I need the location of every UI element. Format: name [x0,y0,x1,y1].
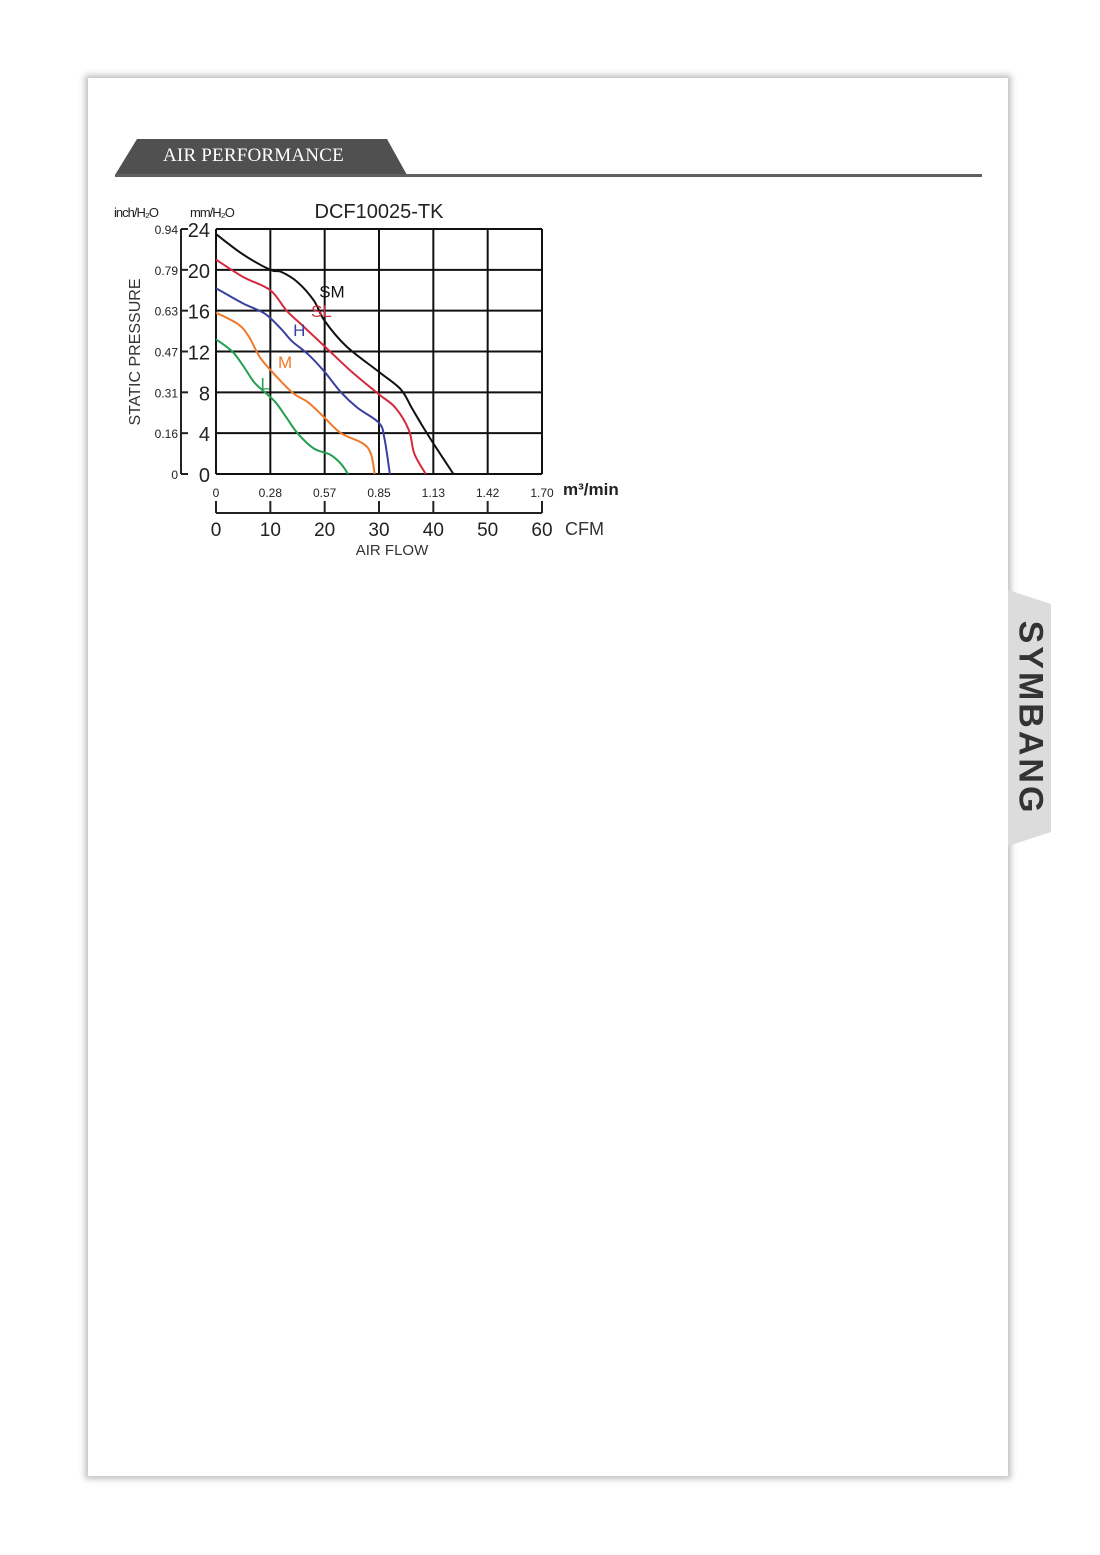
series-line-m [215,311,376,475]
series-label-sl: SL [311,302,332,321]
y-units-inch: inch/H₂O [114,205,159,220]
x-tick-label-cfm: 0 [211,520,222,541]
x-tick-label-cfm: 40 [423,520,444,541]
series-line-l [215,338,349,475]
series-label-h: H [293,321,305,340]
section-banner [115,139,407,175]
x-tick-label-cfm: 60 [531,520,552,541]
section-rule [115,174,982,177]
x-tick-label-m3min: 0.57 [313,486,337,500]
x-axis-label: AIR FLOW [356,542,429,559]
series-label-sm: SM [319,282,345,301]
x-tick-label-m3min: 0.85 [367,486,391,500]
section-title: AIR PERFORMANCE [163,145,344,166]
x-units-m3min: m³/min [563,480,619,499]
y-tick-label-inch: 0 [171,468,178,482]
y-tick-label-inch: 0.47 [155,346,179,360]
y-tick-label-mm: 8 [199,383,210,405]
y-tick-label-inch: 0.16 [155,427,179,441]
x-tick-label-cfm: 10 [260,520,281,541]
series-line-sl [215,258,427,475]
chart-axes: 000.28100.57200.85301.13401.42501.706000… [155,220,554,541]
chart-grid [215,228,543,475]
x-tick-label-m3min: 0.28 [259,486,283,500]
y-tick-label-inch: 0.63 [155,305,179,319]
y-tick-label-inch: 0.31 [155,386,179,400]
x-tick-label-m3min: 0 [213,486,220,500]
x-tick-label-m3min: 1.13 [422,486,446,500]
x-units-cfm: CFM [565,519,604,539]
y-tick-label-inch: 0.94 [155,223,179,237]
series-line-sm [215,233,455,475]
y-tick-label-mm: 0 [199,465,210,487]
y-tick-label-mm: 4 [199,424,210,446]
x-tick-label-m3min: 1.42 [476,486,500,500]
y-tick-label-inch: 0.79 [155,264,179,278]
y-tick-label-mm: 20 [188,261,210,283]
y-tick-label-mm: 12 [188,343,210,365]
series-line-h [215,287,391,475]
y-tick-label-mm: 24 [188,220,210,242]
logo-tab [1008,590,1051,846]
y-tick-label-mm: 16 [188,302,210,324]
x-tick-label-cfm: 30 [368,520,389,541]
x-tick-label-cfm: 50 [477,520,498,541]
x-tick-label-m3min: 1.70 [530,486,554,500]
series-label-l: L [261,374,270,393]
y-units-mm: mm/H₂O [190,205,235,220]
x-tick-label-cfm: 20 [314,520,335,541]
chart-title: DCF10025-TK [315,201,445,223]
series-label-m: M [278,353,292,372]
y-axis-label: STATIC PRESSURE [127,279,144,426]
